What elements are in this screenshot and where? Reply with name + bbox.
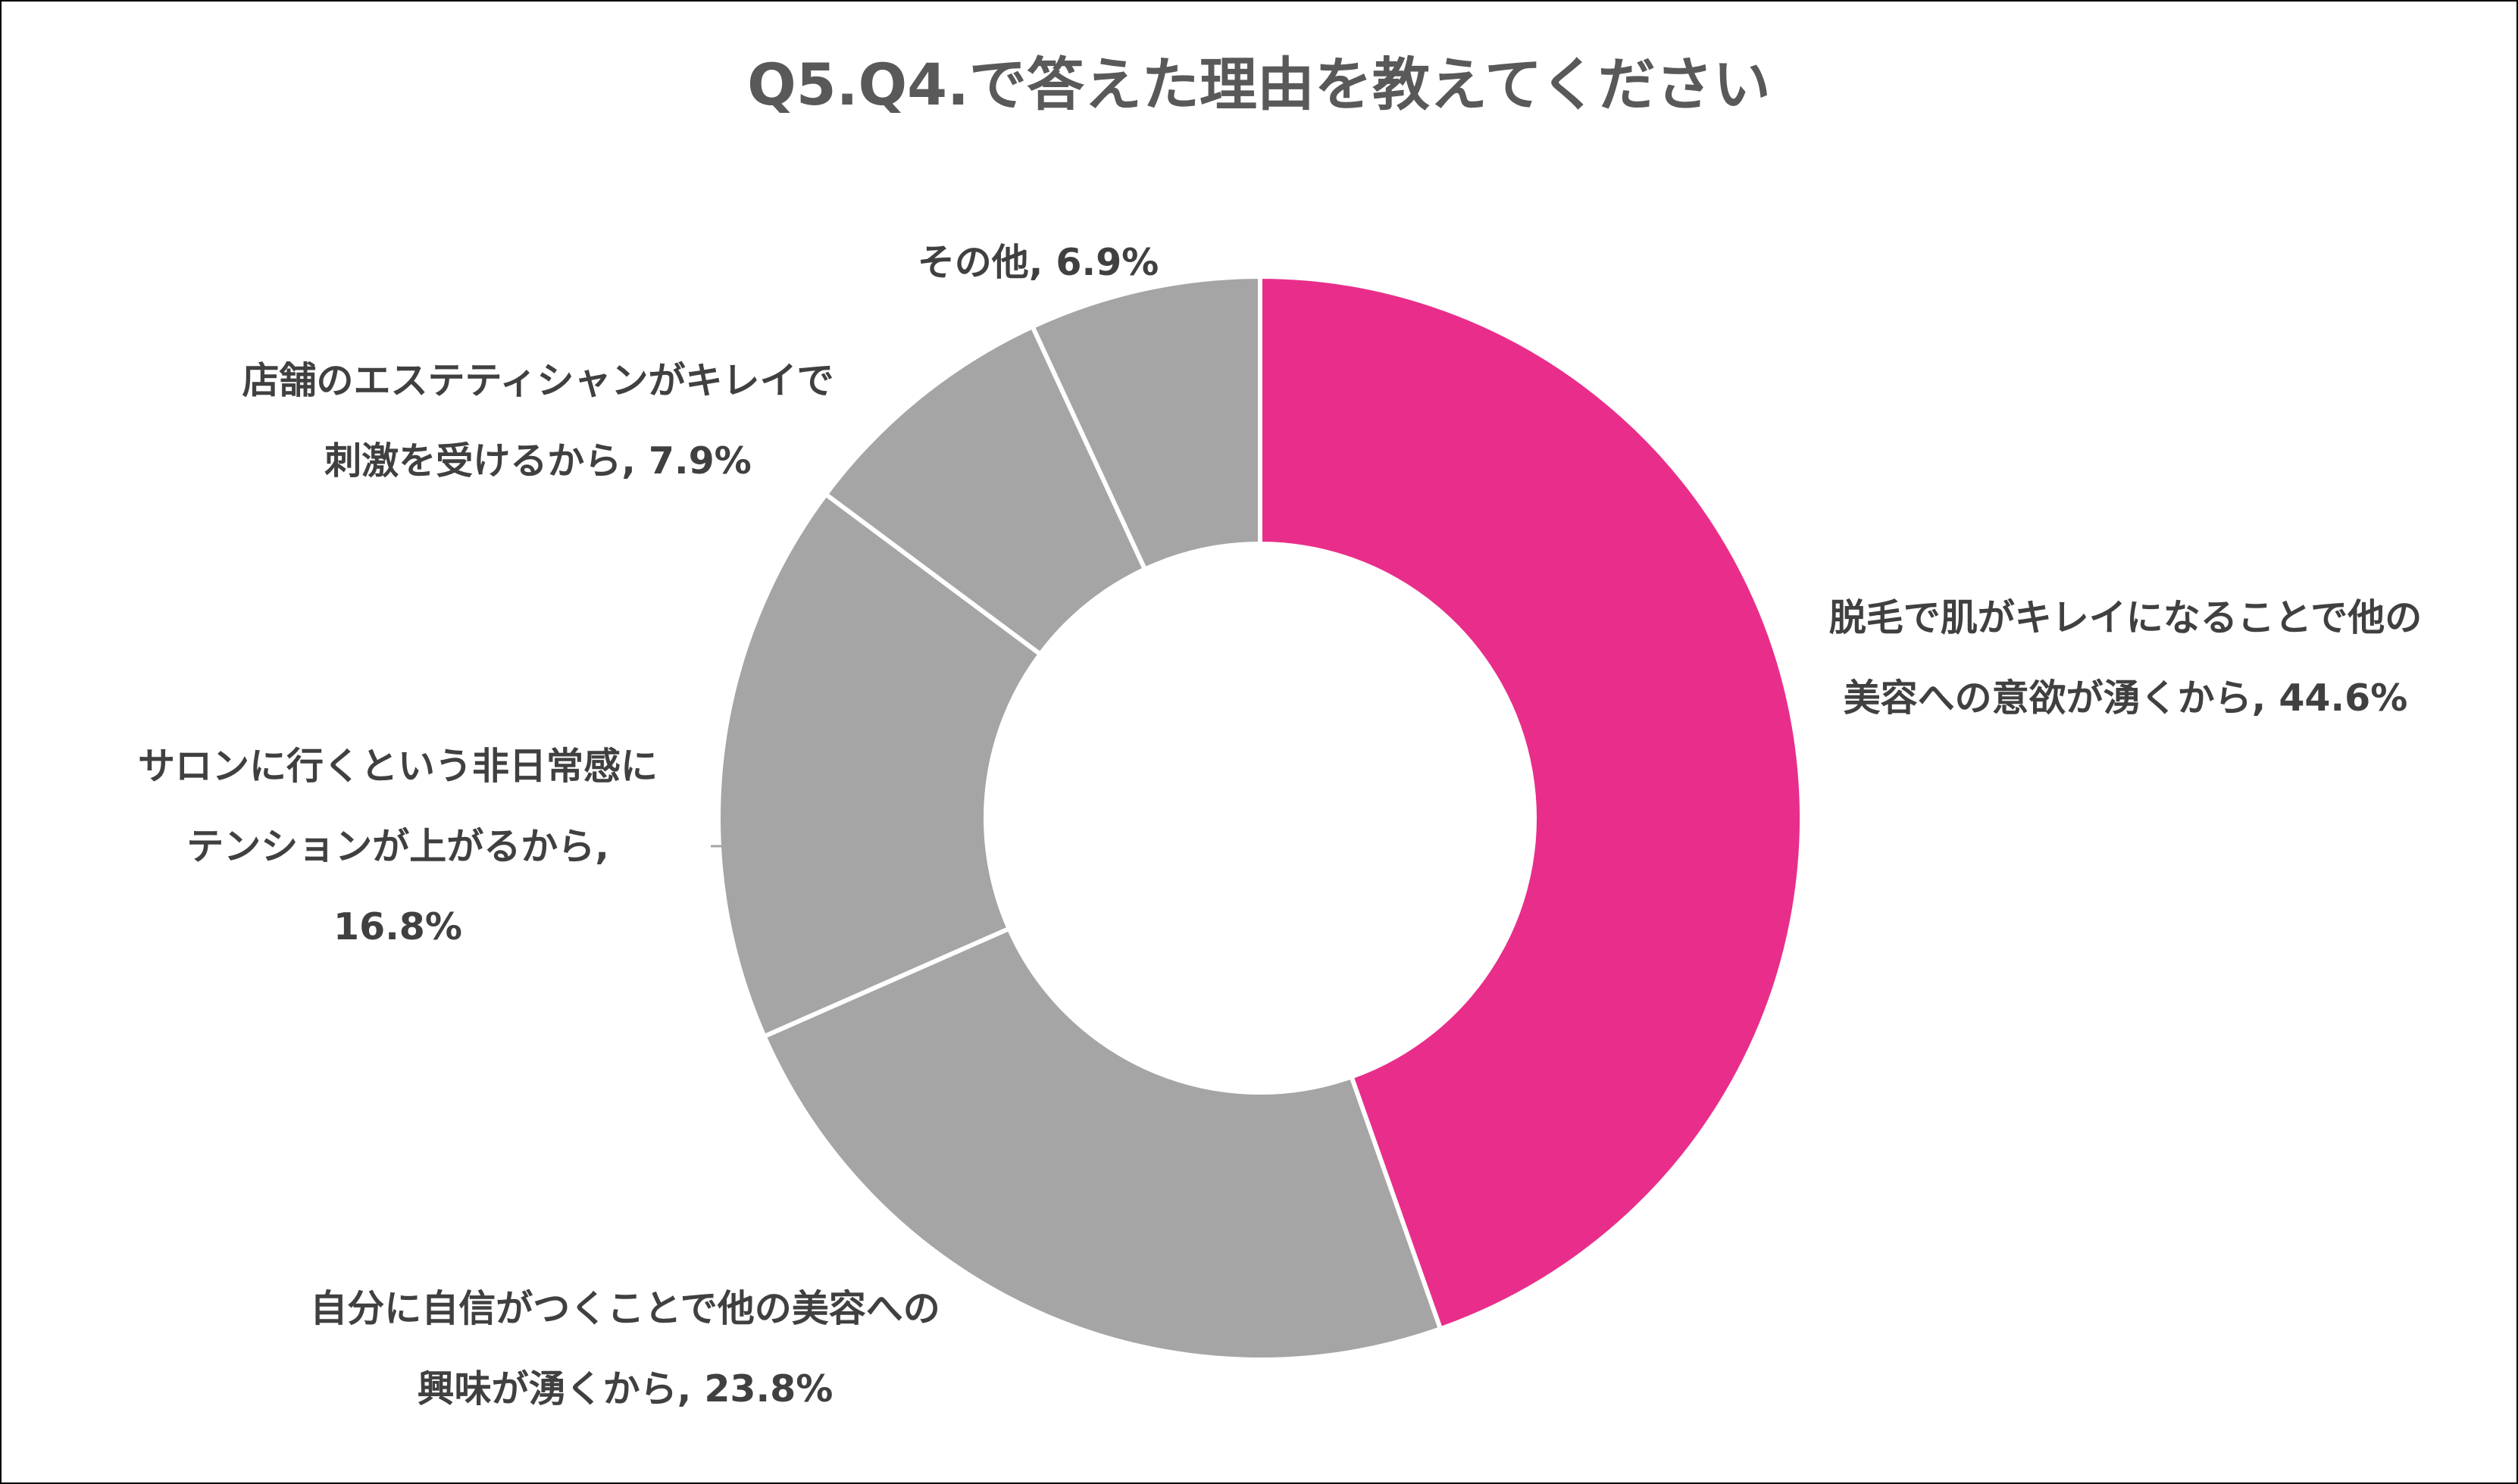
data-label-5: その他, 6.9% — [918, 241, 1159, 284]
data-label-1: 脱毛で肌がキレイになることで他の美容への意欲が湧くから, 44.6% — [1829, 596, 2423, 720]
data-label-line: 店舗のエステティシャンがキレイで — [242, 359, 834, 402]
donut-slice-3 — [716, 491, 1044, 1040]
slices-layer — [716, 273, 1804, 1362]
data-label-line: その他, 6.9% — [918, 241, 1159, 284]
data-label-line: 自分に自信がつくことで他の美容への — [310, 1287, 940, 1330]
donut-slice-1 — [1258, 273, 1804, 1332]
data-label-3: サロンに行くという非日常感にテンションが上がるから, 16.8% — [138, 745, 658, 948]
donut-slice-2 — [761, 925, 1444, 1362]
data-label-4: 店舗のエステティシャンがキレイで刺激を受けるから, 7.9% — [242, 359, 834, 483]
data-label-line: 美容への意欲が湧くから, 44.6% — [1844, 676, 2408, 720]
data-label-line: サロンに行くという非日常感に — [138, 745, 658, 788]
data-labels: 脱毛で肌がキレイになることで他の美容への意欲が湧くから, 44.6% 自分に自信が… — [138, 241, 2422, 1411]
data-label-line: 興味が湧くから, 23.8% — [418, 1367, 834, 1411]
chart-title: Q5.Q4.で答えた理由を教えてください — [747, 51, 1771, 118]
data-label-line: テンションが上がるから, — [186, 825, 609, 868]
donut-slice-5 — [1029, 273, 1262, 573]
data-label-line: 脱毛で肌がキレイになることで他の — [1829, 596, 2423, 639]
data-label-2: 自分に自信がつくことで他の美容への興味が湧くから, 23.8% — [310, 1287, 940, 1411]
data-label-line: 16.8% — [333, 905, 462, 948]
data-label-line: 刺激を受けるから, 7.9% — [324, 439, 752, 483]
